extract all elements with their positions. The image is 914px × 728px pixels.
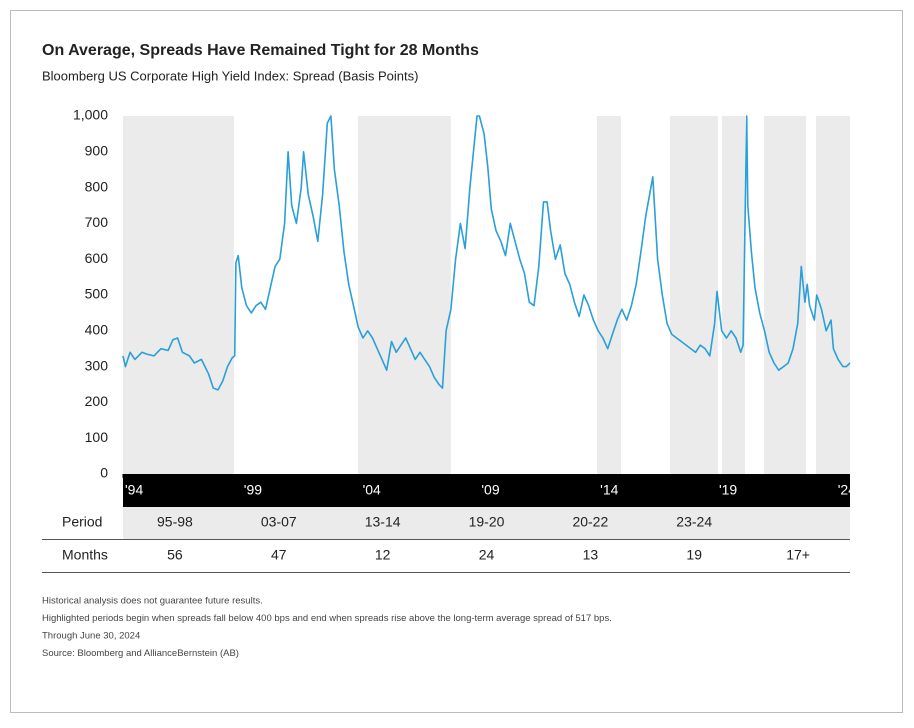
y-tick-label: 500 — [85, 286, 109, 302]
x-tick-label: '09 — [481, 482, 499, 498]
period-cell: 23-24 — [676, 514, 712, 530]
months-cell: 17+ — [786, 547, 810, 563]
months-cell: 19 — [686, 547, 702, 563]
highlight-period — [357, 116, 451, 474]
row-label: Months — [62, 547, 108, 563]
x-tick-label: '94 — [125, 482, 143, 498]
footnote: Through June 30, 2024 — [42, 631, 140, 642]
row-label: Period — [62, 514, 102, 530]
months-cell: 13 — [583, 547, 599, 563]
footnote: Highlighted periods begin when spreads f… — [42, 613, 612, 624]
y-tick-label: 1,000 — [73, 107, 108, 123]
period-row-bg — [123, 507, 850, 539]
months-cell: 12 — [375, 547, 391, 563]
x-tick-label: '04 — [363, 482, 381, 498]
highlight-period — [721, 116, 745, 474]
y-tick-label: 300 — [85, 357, 109, 373]
x-tick-label: '14 — [600, 482, 618, 498]
highlight-period — [123, 116, 234, 474]
x-tick-label: '24 — [838, 482, 856, 498]
x-tick-label: '19 — [719, 482, 737, 498]
period-cell: 03-07 — [261, 514, 297, 530]
period-cell: 13-14 — [365, 514, 401, 530]
y-tick-label: 200 — [85, 393, 109, 409]
y-tick-label: 800 — [85, 178, 109, 194]
x-tick-label: '99 — [244, 482, 262, 498]
y-tick-label: 0 — [100, 465, 108, 481]
spread-line — [122, 115, 851, 391]
highlight-period — [669, 116, 718, 474]
period-cell: 19-20 — [469, 514, 505, 530]
y-tick-label: 400 — [85, 322, 109, 338]
y-tick-label: 600 — [85, 250, 109, 266]
months-cell: 24 — [479, 547, 495, 563]
chart-title: On Average, Spreads Have Remained Tight … — [42, 42, 479, 59]
chart-subtitle: Bloomberg US Corporate High Yield Index:… — [42, 68, 418, 83]
y-tick-label: 900 — [85, 143, 109, 159]
period-cell: 20-22 — [572, 514, 608, 530]
footnote: Historical analysis does not guarantee f… — [42, 596, 263, 607]
footnote: Source: Bloomberg and AllianceBernstein … — [42, 648, 239, 659]
frame — [10, 10, 903, 713]
highlight-period — [596, 116, 621, 474]
y-tick-label: 100 — [85, 429, 109, 445]
highlight-period — [816, 116, 850, 474]
x-axis-band — [123, 474, 850, 507]
period-cell: 95-98 — [157, 514, 193, 530]
months-cell: 56 — [167, 547, 183, 563]
months-cell: 47 — [271, 547, 287, 563]
y-tick-label: 700 — [85, 214, 109, 230]
